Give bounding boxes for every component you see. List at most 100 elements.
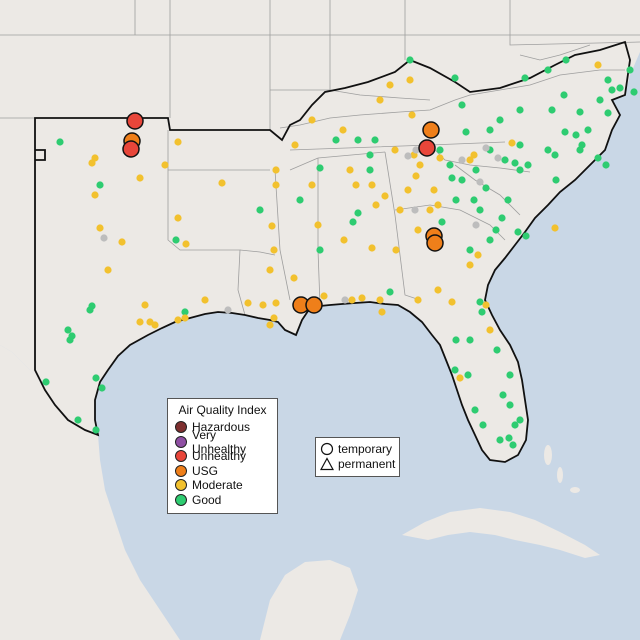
monitor-point[interactable] xyxy=(470,151,478,159)
monitor-point[interactable] xyxy=(486,126,494,134)
monitor-point[interactable] xyxy=(396,206,404,214)
monitor-point[interactable] xyxy=(604,76,612,84)
monitor-point-large[interactable] xyxy=(305,296,323,314)
monitor-point[interactable] xyxy=(376,96,384,104)
monitor-point[interactable] xyxy=(414,226,422,234)
monitor-point[interactable] xyxy=(509,441,517,449)
monitor-point[interactable] xyxy=(332,136,340,144)
monitor-point[interactable] xyxy=(544,146,552,154)
monitor-point[interactable] xyxy=(472,166,480,174)
monitor-point[interactable] xyxy=(482,184,490,192)
monitor-point[interactable] xyxy=(92,426,100,434)
monitor-point[interactable] xyxy=(412,172,420,180)
monitor-point[interactable] xyxy=(368,244,376,252)
monitor-point-large[interactable] xyxy=(126,112,144,130)
monitor-point[interactable] xyxy=(552,176,560,184)
monitor-point[interactable] xyxy=(56,138,64,146)
monitor-point[interactable] xyxy=(476,178,484,186)
monitor-point[interactable] xyxy=(511,421,519,429)
monitor-point[interactable] xyxy=(92,374,100,382)
monitor-point[interactable] xyxy=(74,416,82,424)
monitor-point[interactable] xyxy=(436,154,444,162)
monitor-point[interactable] xyxy=(471,406,479,414)
monitor-point[interactable] xyxy=(604,109,612,117)
monitor-point[interactable] xyxy=(354,209,362,217)
monitor-point[interactable] xyxy=(516,106,524,114)
monitor-point[interactable] xyxy=(572,131,580,139)
monitor-point[interactable] xyxy=(408,111,416,119)
monitor-point[interactable] xyxy=(496,436,504,444)
monitor-point[interactable] xyxy=(404,152,412,160)
monitor-point[interactable] xyxy=(476,206,484,214)
monitor-point[interactable] xyxy=(42,378,50,386)
monitor-point[interactable] xyxy=(616,84,624,92)
monitor-point[interactable] xyxy=(506,371,514,379)
monitor-point[interactable] xyxy=(352,181,360,189)
monitor-point[interactable] xyxy=(272,181,280,189)
monitor-point[interactable] xyxy=(366,166,374,174)
monitor-point[interactable] xyxy=(479,421,487,429)
monitor-point[interactable] xyxy=(426,206,434,214)
monitor-point[interactable] xyxy=(608,86,616,94)
monitor-point[interactable] xyxy=(438,218,446,226)
monitor-point[interactable] xyxy=(482,144,490,152)
monitor-point-large[interactable] xyxy=(422,121,440,139)
monitor-point[interactable] xyxy=(501,156,509,164)
monitor-point[interactable] xyxy=(594,61,602,69)
monitor-point[interactable] xyxy=(448,174,456,182)
monitor-point[interactable] xyxy=(291,141,299,149)
monitor-point[interactable] xyxy=(499,391,507,399)
monitor-point[interactable] xyxy=(452,336,460,344)
monitor-point[interactable] xyxy=(272,299,280,307)
monitor-point[interactable] xyxy=(516,416,524,424)
monitor-point[interactable] xyxy=(458,176,466,184)
monitor-point[interactable] xyxy=(560,91,568,99)
monitor-point[interactable] xyxy=(522,232,530,240)
monitor-point[interactable] xyxy=(470,196,478,204)
monitor-point[interactable] xyxy=(161,161,169,169)
monitor-point[interactable] xyxy=(224,306,232,314)
monitor-point[interactable] xyxy=(548,106,556,114)
monitor-point[interactable] xyxy=(462,128,470,136)
monitor-point[interactable] xyxy=(88,159,96,167)
monitor-point[interactable] xyxy=(430,186,438,194)
monitor-point[interactable] xyxy=(494,154,502,162)
monitor-point[interactable] xyxy=(474,251,482,259)
monitor-point[interactable] xyxy=(551,224,559,232)
monitor-point[interactable] xyxy=(602,161,610,169)
monitor-point[interactable] xyxy=(496,116,504,124)
monitor-point[interactable] xyxy=(358,294,366,302)
monitor-point[interactable] xyxy=(66,336,74,344)
monitor-point[interactable] xyxy=(406,76,414,84)
monitor-point[interactable] xyxy=(412,146,420,154)
monitor-point[interactable] xyxy=(348,296,356,304)
monitor-point[interactable] xyxy=(392,246,400,254)
monitor-point[interactable] xyxy=(506,401,514,409)
monitor-point[interactable] xyxy=(482,301,490,309)
monitor-point[interactable] xyxy=(314,221,322,229)
monitor-point[interactable] xyxy=(478,308,486,316)
monitor-point[interactable] xyxy=(270,314,278,322)
monitor-point[interactable] xyxy=(626,66,634,74)
monitor-point[interactable] xyxy=(174,316,182,324)
monitor-point[interactable] xyxy=(141,301,149,309)
monitor-point[interactable] xyxy=(366,151,374,159)
monitor-point[interactable] xyxy=(544,66,552,74)
monitor-point[interactable] xyxy=(451,74,459,82)
monitor-point[interactable] xyxy=(290,274,298,282)
monitor-point[interactable] xyxy=(296,196,304,204)
monitor-point[interactable] xyxy=(524,161,532,169)
monitor-point[interactable] xyxy=(466,261,474,269)
monitor-point[interactable] xyxy=(451,366,459,374)
monitor-point[interactable] xyxy=(86,306,94,314)
monitor-point[interactable] xyxy=(562,56,570,64)
monitor-point[interactable] xyxy=(151,321,159,329)
monitor-point[interactable] xyxy=(456,374,464,382)
monitor-point[interactable] xyxy=(378,308,386,316)
monitor-point[interactable] xyxy=(466,336,474,344)
monitor-point[interactable] xyxy=(448,298,456,306)
monitor-point[interactable] xyxy=(458,156,466,164)
monitor-point[interactable] xyxy=(368,181,376,189)
monitor-point[interactable] xyxy=(576,108,584,116)
monitor-point[interactable] xyxy=(270,246,278,254)
